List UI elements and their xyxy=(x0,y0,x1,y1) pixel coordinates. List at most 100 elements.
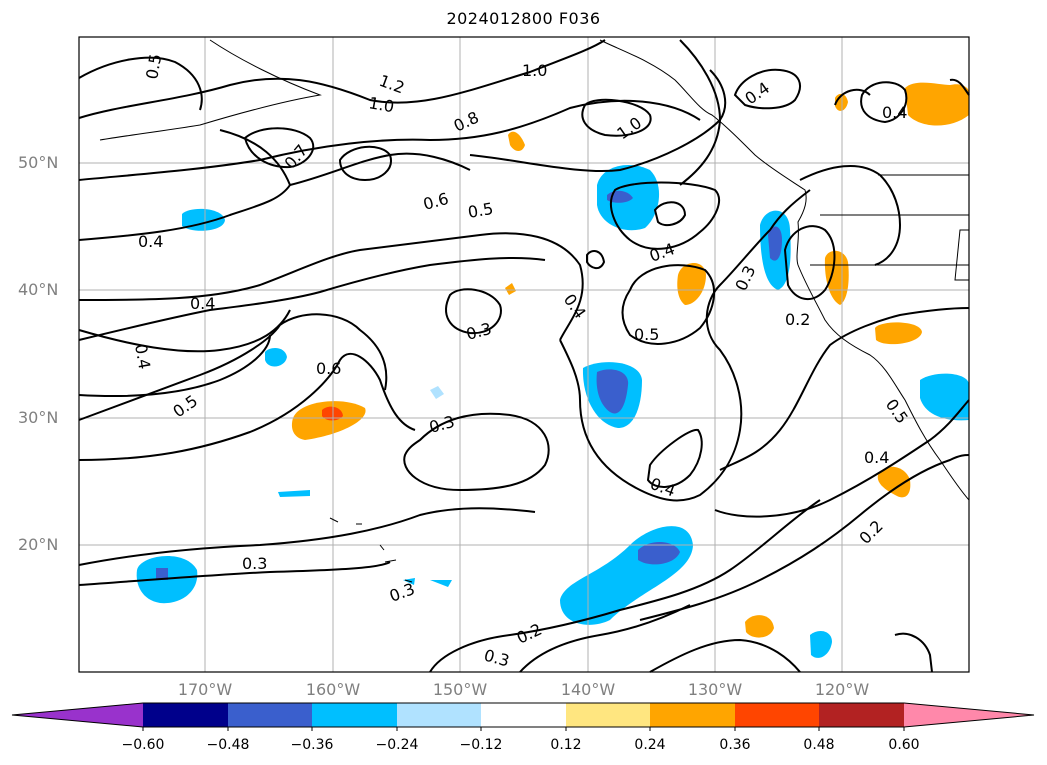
lon-label-130w: 130°W xyxy=(687,680,743,699)
contour-label: 0.5 xyxy=(634,325,659,344)
lon-label-150w: 150°W xyxy=(432,680,488,699)
map-frame xyxy=(78,36,970,673)
colorbar-segment xyxy=(735,703,819,727)
contour-line xyxy=(445,288,502,335)
contour-line xyxy=(78,334,271,398)
contour-label: 0.4 xyxy=(138,232,163,251)
contour-line xyxy=(78,129,292,241)
contour-label: 0.4 xyxy=(131,342,154,370)
contour-line xyxy=(639,454,970,621)
hawaiian-islands xyxy=(329,517,413,583)
negative-anomaly-patch xyxy=(403,578,452,587)
lat-label-20n: 20°N xyxy=(18,535,59,554)
lon-label-140w: 140°W xyxy=(560,680,616,699)
contour-label: 0.6 xyxy=(316,359,341,378)
contour-line xyxy=(78,39,606,119)
contour-line xyxy=(78,232,584,341)
lon-label-120w: 120°W xyxy=(814,680,870,699)
contour-line xyxy=(78,309,291,353)
contour-line xyxy=(429,499,821,673)
colorbar-max-extension xyxy=(904,703,1034,727)
contour-label: 0.5 xyxy=(142,52,165,80)
contour-label: 0.2 xyxy=(785,310,810,329)
colorbar-segment xyxy=(481,703,566,727)
contour-line xyxy=(78,56,203,111)
lon-label-160w: 160°W xyxy=(305,680,361,699)
positive-anomaly-patch xyxy=(677,262,706,305)
contour-line xyxy=(586,249,606,269)
lat-label-40n: 40°N xyxy=(18,280,59,299)
contour-line xyxy=(610,181,720,250)
map-area xyxy=(79,37,969,672)
negative-anomaly-core xyxy=(768,226,782,261)
colorbar-tick-label: 0.36 xyxy=(719,737,751,753)
contour-line xyxy=(949,78,970,96)
contour-line xyxy=(646,428,703,488)
positive-anomaly-patch xyxy=(875,322,922,345)
colorbar-segment xyxy=(819,703,904,727)
colorbar-tick-label: 0.12 xyxy=(550,737,582,753)
colorbar-tick-label: 0.48 xyxy=(803,737,835,753)
political-borders xyxy=(810,174,969,266)
colorbar-segment xyxy=(228,703,312,727)
shaded-anomalies xyxy=(136,82,969,658)
contour-lines xyxy=(78,39,970,673)
contour-line xyxy=(78,99,701,181)
contour-line xyxy=(581,98,652,137)
contour-label: 0.5 xyxy=(466,199,494,222)
colorbar-tick-label: −0.48 xyxy=(206,737,250,753)
positive-anomaly-patch xyxy=(824,250,849,305)
negative-anomaly-patch xyxy=(265,347,287,367)
contour-line xyxy=(403,412,550,492)
negative-anomaly-patch xyxy=(810,630,832,658)
contour-label: 1.0 xyxy=(367,93,395,116)
negative-anomaly-core xyxy=(638,541,680,565)
contour-line xyxy=(519,604,691,673)
contour-line xyxy=(733,68,801,110)
contour-line xyxy=(653,201,687,227)
positive-anomaly-patch xyxy=(505,283,516,295)
contour-line xyxy=(78,507,536,566)
contour-line xyxy=(338,145,392,182)
contour-line xyxy=(78,561,391,586)
contour-line xyxy=(621,264,716,345)
colorbar-tick-label: −0.24 xyxy=(375,737,419,753)
lat-label-30n: 30°N xyxy=(18,408,59,427)
colorbar-segment xyxy=(650,703,735,727)
contour-line xyxy=(834,88,871,106)
contour-label: 0.4 xyxy=(190,294,215,313)
colorbar-tick-label: 0.24 xyxy=(634,737,666,753)
contour-label: 0.4 xyxy=(882,103,907,122)
colorbar-ticks xyxy=(142,727,905,731)
colorbar-min-extension xyxy=(12,703,143,727)
contour-line xyxy=(78,256,546,341)
positive-anomaly-patch xyxy=(877,466,911,498)
contour-line xyxy=(714,399,970,518)
colorbar-segment xyxy=(397,703,481,727)
negative-anomaly-core xyxy=(596,369,629,414)
colorbar xyxy=(11,702,1035,731)
contour-line xyxy=(894,632,933,673)
negative-anomaly-patch xyxy=(278,490,310,497)
positive-anomaly-patch xyxy=(291,401,366,440)
colorbar-segment xyxy=(312,703,397,727)
positive-anomaly-patch xyxy=(508,131,525,152)
negative-anomaly-core xyxy=(156,568,168,580)
contour-label: 0.3 xyxy=(242,554,267,573)
contour-line xyxy=(78,353,416,461)
colorbar-tick-label: −0.60 xyxy=(121,737,165,753)
contour-line xyxy=(860,81,908,124)
north-america-coastline xyxy=(599,39,970,501)
contour-line xyxy=(783,225,836,300)
chart-title: 2024012800 F036 xyxy=(446,9,601,28)
colorbar-segment xyxy=(143,703,228,727)
lat-label-50n: 50°N xyxy=(18,153,59,172)
contour-line xyxy=(469,69,727,172)
contour-line xyxy=(559,189,811,502)
colorbar-tick-label: −0.36 xyxy=(290,737,334,753)
contour-label: 1.0 xyxy=(522,61,547,80)
contour-line xyxy=(799,164,902,266)
contour-line xyxy=(719,307,970,471)
colorbar-segment xyxy=(566,703,650,727)
